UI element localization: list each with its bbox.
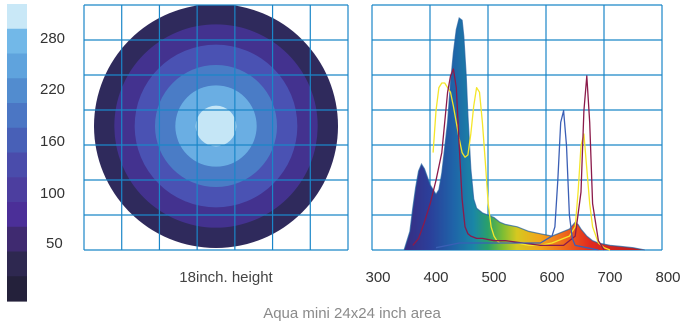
spectrum-x-tick-label: 800: [655, 269, 680, 286]
colorbar-segment: [7, 276, 27, 302]
spectrum-x-tick-label: 600: [539, 269, 564, 286]
spectrum-series-line: [412, 68, 605, 251]
colorbar-segment: [7, 177, 27, 203]
colorbar-segment: [7, 127, 27, 154]
colorbar-segment: [7, 202, 27, 228]
spectrum-x-tick-label: 500: [481, 269, 506, 286]
colorbar-tick-labels: 280 220 160 100 50: [40, 30, 65, 252]
spectrum-x-tick-label: 400: [423, 269, 448, 286]
spectrum-series: [403, 16, 645, 251]
colorbar-segment: [7, 4, 27, 30]
spectrum-panel: 300 400 500 600 700 800: [365, 4, 681, 286]
colorbar-segment: [7, 251, 27, 277]
colorbar: [7, 4, 27, 302]
colorbar-segment: [7, 28, 27, 55]
spectrum-series-outline: [403, 16, 645, 251]
heatmap-grid: [83, 4, 349, 251]
colorbar-tick-label: 50: [46, 235, 63, 252]
spectrum-series-line: [435, 110, 599, 251]
colorbar-tick-label: 280: [40, 30, 65, 47]
colorbar-segment: [7, 53, 27, 79]
colorbar-tick-label: 100: [40, 185, 65, 202]
colorbar-segment: [7, 78, 27, 104]
spectrum-x-tick-label: 300: [365, 269, 390, 286]
colorbar-segment: [7, 226, 27, 253]
spectrum-x-tick-labels: 300 400 500 600 700 800: [365, 269, 680, 286]
spectrum-series-line: [432, 82, 611, 251]
figure-caption: Aqua mini 24x24 inch area: [263, 305, 441, 322]
heatmap-ring: [195, 105, 237, 147]
spectrum-x-tick-label: 700: [597, 269, 622, 286]
heatmap-subtitle: 18inch. height: [179, 269, 273, 286]
heatmap-panel: [83, 4, 349, 251]
colorbar-tick-label: 160: [40, 133, 65, 150]
colorbar-segment: [7, 152, 27, 178]
spectrum-filled-series: [404, 18, 645, 250]
colorbar-segment: [7, 103, 27, 129]
colorbar-tick-label: 220: [40, 81, 65, 98]
